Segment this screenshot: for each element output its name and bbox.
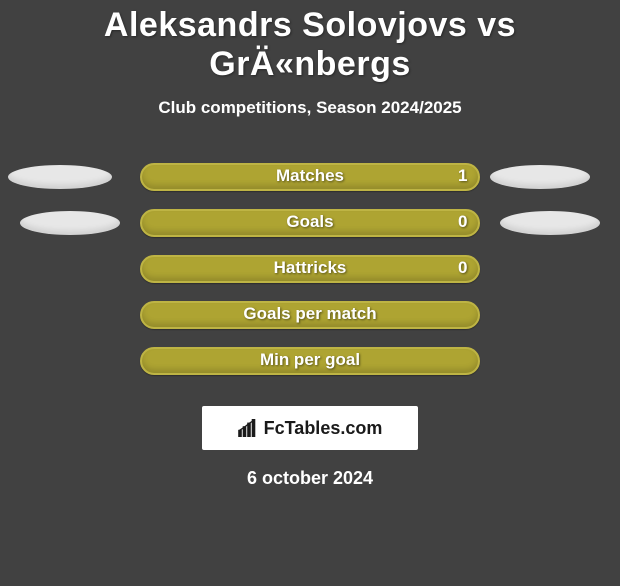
stat-bar (140, 163, 480, 191)
stat-value-right: 0 (458, 212, 467, 232)
stat-bar (140, 347, 480, 375)
stats-rows: Matches1Goals0Hattricks0Goals per matchM… (0, 154, 620, 384)
oval-right (490, 165, 590, 189)
stat-value-right: 0 (458, 258, 467, 278)
logo-text: FcTables.com (264, 418, 383, 439)
stat-row: Goals0 (0, 200, 620, 246)
stat-bar (140, 255, 480, 283)
stat-bar (140, 301, 480, 329)
stat-value-right: 1 (458, 166, 467, 186)
bars-icon (238, 419, 260, 437)
page-title: Aleksandrs Solovjovs vs GrÄ«nbergs (0, 6, 620, 84)
logo-box: FcTables.com (202, 406, 418, 450)
stat-row: Hattricks0 (0, 246, 620, 292)
date-text: 6 october 2024 (0, 468, 620, 489)
stat-row: Matches1 (0, 154, 620, 200)
stat-row: Goals per match (0, 292, 620, 338)
oval-right (500, 211, 600, 235)
oval-left (20, 211, 120, 235)
stat-row: Min per goal (0, 338, 620, 384)
page-subtitle: Club competitions, Season 2024/2025 (0, 98, 620, 118)
oval-left (8, 165, 112, 189)
stat-bar (140, 209, 480, 237)
